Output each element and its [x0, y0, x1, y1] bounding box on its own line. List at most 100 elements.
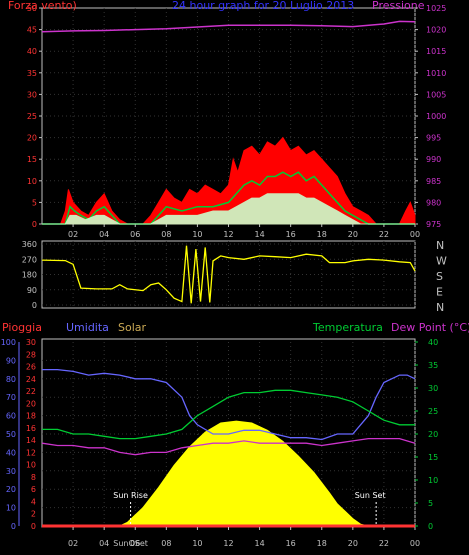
- temp-tick-label: 20: [428, 430, 438, 439]
- humidity-tick-label: 30: [6, 467, 16, 476]
- sunset-label: Sun Set: [355, 491, 386, 500]
- rain-tick-label: 0: [31, 522, 36, 531]
- climate-x-tick-label: 06: [130, 539, 140, 548]
- temperature-label: Temperatura: [312, 321, 383, 334]
- wind-x-tick-label: 22: [379, 230, 389, 239]
- compass-label: E: [436, 286, 443, 299]
- wind-speed-series: [42, 171, 415, 225]
- wind-left-tick-label: 30: [27, 90, 37, 99]
- humidity-tick-label: 10: [6, 504, 16, 513]
- humidity-tick-label: 90: [6, 356, 16, 365]
- rain-tick-label: 20: [26, 399, 36, 408]
- solar-label: Solar: [118, 321, 147, 334]
- wind-x-tick-label: 04: [99, 230, 109, 239]
- humidity-tick-label: 50: [6, 430, 16, 439]
- pressure-series: [41, 20, 416, 33]
- climate-x-tick-label: 12: [223, 539, 233, 548]
- wind-left-label: Forza vento): [8, 0, 77, 12]
- rain-tick-label: 10: [26, 461, 36, 470]
- sunrise-label: Sun Rise: [113, 491, 148, 500]
- wind-left-tick-label: 10: [27, 177, 37, 186]
- climate-x-tick-label: 02: [68, 539, 78, 548]
- humidity-tick-label: 80: [6, 375, 16, 384]
- pressure-tick-label: 1000: [426, 112, 446, 121]
- wind-x-tick-label: 06: [130, 230, 140, 239]
- rain-tick-label: 4: [31, 497, 36, 506]
- humidity-tick-label: 20: [6, 485, 16, 494]
- rain-tick-label: 6: [31, 485, 36, 494]
- rain-tick-label: 28: [26, 350, 36, 359]
- compass-label: S: [436, 270, 443, 283]
- pressure-tick-label: 1010: [426, 69, 446, 78]
- temp-tick-label: 35: [428, 361, 438, 370]
- pressure-tick-label: 1015: [426, 47, 446, 56]
- dewpoint-label: Dew Point (°C): [391, 321, 469, 334]
- wind-left-tick-label: 15: [27, 155, 37, 164]
- pressure-tick-label: 1020: [426, 26, 446, 35]
- temp-tick-label: 30: [428, 384, 438, 393]
- wind-title: 24 hour graph for 20 Luglio 2013: [172, 0, 354, 12]
- wind-x-tick-label: 08: [161, 230, 171, 239]
- wind-x-tick-label: 18: [317, 230, 327, 239]
- climate-x-tick-label: 22: [379, 539, 389, 548]
- wind-x-tick-label: 20: [348, 230, 358, 239]
- climate-x-tick-label: 16: [286, 539, 296, 548]
- pressure-tick-label: 980: [426, 198, 441, 207]
- rain-tick-label: 30: [26, 338, 36, 347]
- rain-tick-label: 22: [26, 387, 36, 396]
- wind-left-tick-label: 35: [27, 69, 37, 78]
- rain-tick-label: 26: [26, 363, 36, 372]
- wind-x-tick-label: 02: [68, 230, 78, 239]
- compass-label: N: [436, 239, 444, 252]
- temp-tick-label: 15: [428, 453, 438, 462]
- pressure-tick-label: 1005: [426, 90, 446, 99]
- compass-label: N: [436, 301, 444, 314]
- humidity-label: Umidita: [66, 321, 109, 334]
- wind-right-label: Pressione: [372, 0, 425, 12]
- temp-tick-label: 10: [428, 476, 438, 485]
- wind-left-tick-label: 25: [27, 112, 37, 121]
- direction-tick-label: 360: [22, 240, 37, 249]
- temp-tick-label: 40: [428, 338, 438, 347]
- rain-tick-label: 24: [26, 375, 36, 384]
- temp-tick-label: 25: [428, 407, 438, 416]
- rain-tick-label: 18: [26, 412, 36, 421]
- rain-tick-label: 8: [31, 473, 36, 482]
- pressure-tick-label: 975: [426, 220, 441, 229]
- climate-x-tick-label: 00: [410, 539, 420, 548]
- rain-tick-label: 14: [26, 436, 36, 445]
- direction-tick-label: 180: [22, 271, 37, 280]
- dewpoint-series: [41, 437, 416, 456]
- pressure-tick-label: 985: [426, 177, 441, 186]
- climate-x-tick-label: 14: [254, 539, 264, 548]
- temp-tick-label: 0: [428, 522, 433, 531]
- climate-x-tick-label: 20: [348, 539, 358, 548]
- compass-label: W: [436, 255, 447, 268]
- wind-left-tick-label: 20: [27, 134, 37, 143]
- humidity-series: [42, 368, 416, 441]
- wind-left-tick-label: 45: [27, 26, 37, 35]
- climate-x-tick-label: 04: [99, 539, 109, 548]
- humidity-tick-label: 100: [1, 338, 16, 347]
- direction-tick-label: 90: [27, 286, 37, 295]
- direction-tick-label: 270: [22, 255, 37, 264]
- direction-plot-frame: [41, 240, 416, 309]
- wind-x-tick-label: 16: [286, 230, 296, 239]
- temp-tick-label: 5: [428, 499, 433, 508]
- wind-left-tick-label: 50: [27, 4, 37, 13]
- pressure-tick-label: 995: [426, 134, 441, 143]
- wind-x-tick-label: 10: [192, 230, 202, 239]
- wind-average-series: [42, 193, 415, 225]
- rain-label: Pioggia: [2, 321, 42, 334]
- wind-x-tick-label: 14: [254, 230, 264, 239]
- humidity-tick-label: 0: [11, 522, 16, 531]
- climate-panel: Pioggia Umidita Solar Temperatura Dew Po…: [1, 321, 469, 548]
- climate-x-tick-label: 08: [161, 539, 171, 548]
- wind-left-tick-label: 40: [27, 47, 37, 56]
- sunrise-axis-label: SunOSet: [113, 539, 148, 548]
- temperature-series: [42, 389, 415, 440]
- rain-tick-label: 2: [31, 510, 36, 519]
- humidity-tick-label: 40: [6, 448, 16, 457]
